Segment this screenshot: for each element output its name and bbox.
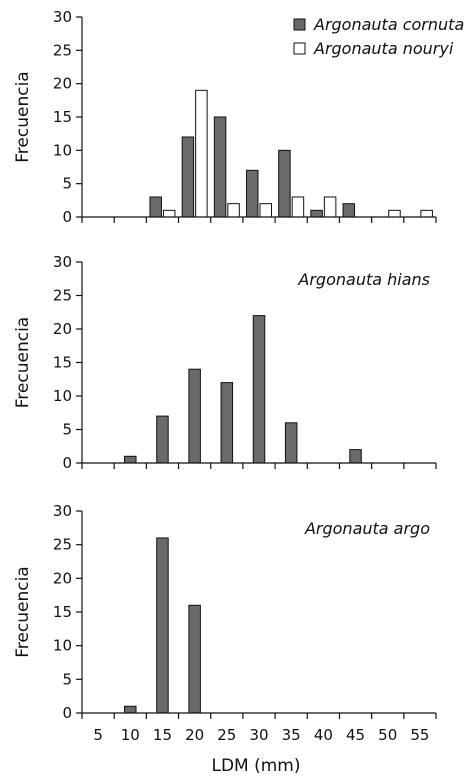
- y-tick-label: 5: [62, 421, 72, 439]
- y-tick-label: 25: [53, 41, 72, 59]
- y-axis-title: Frecuencia: [13, 71, 33, 162]
- bar-open-15: [162, 209, 176, 218]
- bar-filled-10: [124, 455, 137, 464]
- bar-open-50: [388, 209, 401, 218]
- bar-open-30: [259, 203, 272, 218]
- legend-swatch-filled: [293, 18, 306, 31]
- legend-swatch-open: [293, 42, 306, 55]
- bar-filled-45: [349, 449, 362, 464]
- legend-entry: Argonauta cornuta: [313, 15, 464, 34]
- bar-filled-20: [181, 136, 195, 218]
- y-tick-label: 30: [53, 253, 72, 271]
- y-tick-label: 0: [62, 208, 72, 226]
- x-tick-label: 40: [314, 726, 333, 744]
- bar-filled-30: [252, 315, 266, 464]
- bar-open-35: [291, 196, 305, 218]
- bar-filled-15: [156, 415, 169, 464]
- x-tick-label: 35: [282, 726, 301, 744]
- y-tick-label: 15: [53, 603, 72, 621]
- bar-filled-25: [213, 116, 227, 218]
- y-tick-label: 10: [53, 141, 72, 159]
- bar-filled-45: [342, 203, 356, 218]
- y-axis-title: Frecuencia: [13, 317, 33, 408]
- bar-open-25: [227, 203, 240, 218]
- bar-open-55: [420, 209, 433, 218]
- x-tick-label: 10: [121, 726, 140, 744]
- y-tick-label: 30: [53, 8, 72, 26]
- x-tick-label: 25: [217, 726, 236, 744]
- bar-filled-35: [284, 422, 298, 464]
- y-tick-label: 5: [62, 670, 72, 688]
- x-tick-label: 55: [410, 726, 429, 744]
- y-tick-label: 10: [53, 387, 72, 405]
- bar-filled-10: [124, 705, 137, 714]
- y-axis-title: Frecuencia: [13, 566, 33, 657]
- y-tick-label: 0: [62, 454, 72, 472]
- y-tick-label: 25: [53, 536, 72, 554]
- y-tick-label: 30: [53, 502, 72, 520]
- x-tick-label: 15: [153, 726, 172, 744]
- x-tick-label: 30: [249, 726, 268, 744]
- bar-filled-15: [149, 196, 162, 218]
- bar-filled-15: [156, 537, 169, 714]
- panel-species-label: Argonauta hians: [297, 270, 430, 289]
- bar-open-20: [195, 89, 208, 218]
- bar-filled-20: [188, 604, 201, 714]
- chart-panel-3: 0 5 10 15 20 25 30 5 10 15 20 25 30 35 40 45 50 55 Frecuen…: [13, 502, 437, 776]
- bar-open-40: [323, 196, 337, 218]
- bar-filled-30: [246, 169, 259, 218]
- panel-species-label: Argonauta argo: [304, 519, 430, 538]
- x-tick-label: 45: [346, 726, 365, 744]
- y-tick-label: 15: [53, 354, 72, 372]
- bar-filled-25: [220, 382, 234, 464]
- legend-entry: Argonauta nouryi: [313, 39, 454, 58]
- y-tick-label: 20: [53, 75, 72, 93]
- y-tick-label: 20: [53, 320, 72, 338]
- x-tick-label: 20: [185, 726, 204, 744]
- y-tick-label: 5: [62, 175, 72, 193]
- legend: Argonauta cornuta Argonauta nouryi: [293, 15, 464, 58]
- x-tick-label: 5: [93, 726, 103, 744]
- x-tick-label: 50: [378, 726, 397, 744]
- bar-filled-35: [278, 149, 291, 218]
- chart-panel-2: 0 5 10 15 20 25 30 Frecuencia Argonauta hians: [13, 253, 437, 472]
- y-tick-label: 20: [53, 569, 72, 587]
- bar-filled-20: [188, 368, 201, 464]
- y-tick-label: 10: [53, 637, 72, 655]
- bar-filled-40: [310, 209, 323, 218]
- y-tick-label: 0: [62, 704, 72, 722]
- y-tick-label: 15: [53, 108, 72, 126]
- x-axis-title: LDM (mm): [211, 756, 300, 776]
- y-tick-label: 25: [53, 287, 72, 305]
